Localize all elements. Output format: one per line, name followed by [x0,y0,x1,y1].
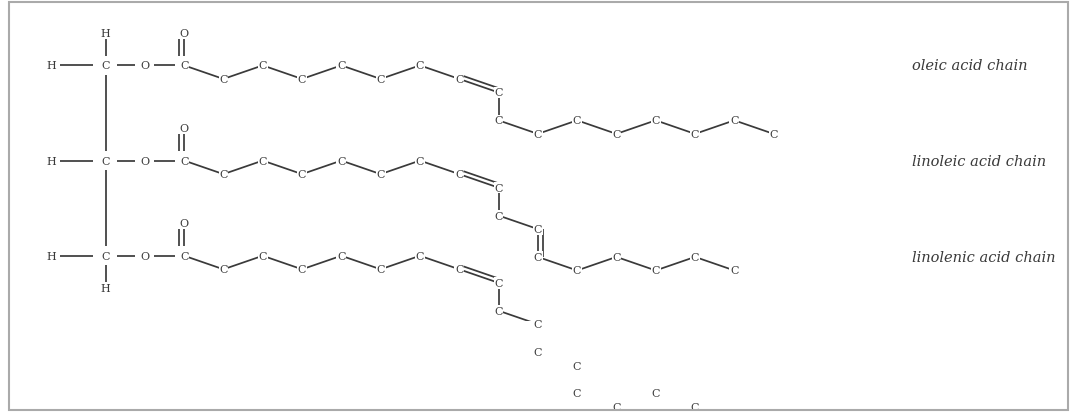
Text: C: C [573,389,582,399]
Text: C: C [494,116,503,126]
Text: C: C [416,251,424,261]
Text: O: O [180,124,188,134]
Text: C: C [730,266,739,276]
Text: C: C [220,170,227,180]
Text: C: C [180,61,188,71]
Text: C: C [376,75,384,85]
Text: C: C [416,61,424,71]
Text: C: C [101,251,110,261]
Text: C: C [376,265,384,275]
Text: C: C [494,278,503,288]
Text: H: H [100,284,111,294]
Text: C: C [454,170,463,180]
Text: C: C [297,75,306,85]
Text: C: C [101,156,110,166]
Text: C: C [730,116,739,126]
Text: C: C [258,251,267,261]
Text: C: C [573,361,582,371]
Text: C: C [101,61,110,71]
Text: linolenic acid chain: linolenic acid chain [912,251,1055,265]
Text: O: O [140,61,150,71]
Text: C: C [337,156,346,166]
Text: C: C [533,225,542,235]
Text: C: C [652,116,660,126]
Text: C: C [690,252,699,262]
Text: C: C [258,156,267,166]
Text: O: O [180,219,188,229]
Text: C: C [494,306,503,316]
Text: C: C [180,156,188,166]
Text: H: H [100,29,111,39]
Text: C: C [494,88,503,98]
Text: C: C [337,251,346,261]
Text: C: C [533,252,542,262]
Text: C: C [454,75,463,85]
Text: C: C [454,265,463,275]
Text: C: C [573,116,582,126]
Text: C: C [652,266,660,276]
Text: C: C [180,251,188,261]
Text: C: C [258,61,267,71]
Text: O: O [180,29,188,39]
Text: C: C [769,130,778,140]
Text: C: C [220,265,227,275]
Text: C: C [337,61,346,71]
Text: C: C [690,402,699,412]
Text: C: C [573,266,582,276]
Text: C: C [533,320,542,330]
Text: O: O [140,156,150,166]
Text: C: C [652,389,660,399]
Text: C: C [220,75,227,85]
Text: C: C [297,170,306,180]
Text: C: C [612,130,620,140]
Text: C: C [416,156,424,166]
Text: H: H [46,251,56,261]
Text: C: C [533,347,542,357]
Text: C: C [297,265,306,275]
Text: C: C [690,130,699,140]
Text: H: H [46,156,56,166]
Text: C: C [494,183,503,193]
Text: C: C [376,170,384,180]
Text: C: C [494,211,503,221]
Text: linoleic acid chain: linoleic acid chain [912,154,1047,168]
Text: O: O [140,251,150,261]
Text: C: C [612,402,620,412]
Text: oleic acid chain: oleic acid chain [912,59,1027,73]
Text: C: C [533,130,542,140]
Text: H: H [46,61,56,71]
Text: C: C [612,252,620,262]
